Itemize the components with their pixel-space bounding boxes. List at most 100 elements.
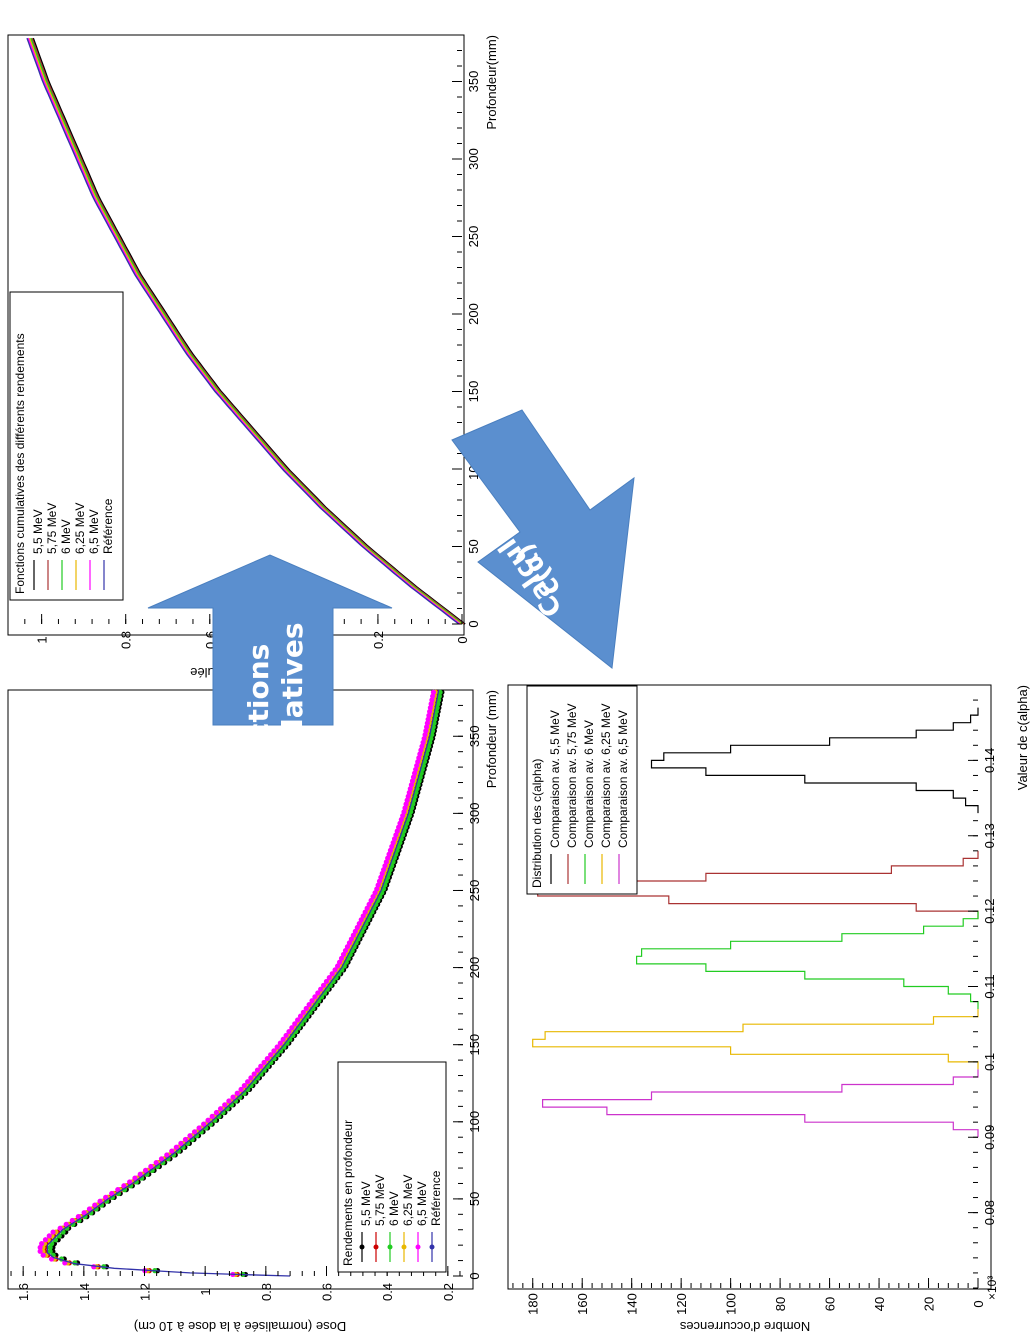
depth-dose-ytick-label: 0.2: [441, 1283, 456, 1301]
histogram-xtick-label: 0.09: [982, 1125, 997, 1150]
depth-dose-point: [97, 1198, 103, 1204]
cumulative-xtick-label: 300: [466, 148, 481, 170]
depth-dose-point: [103, 1194, 109, 1200]
depth-dose-point: [326, 975, 332, 981]
depth-dose-point: [47, 1248, 53, 1254]
cumulative-chart: 05010015020025030035000.20.40.60.81 Dens…: [7, 34, 499, 680]
depth-dose-point: [346, 940, 353, 946]
legend-entry-label: Comparaison av. 6,5 MeV: [616, 710, 630, 848]
depth-dose-point: [427, 705, 433, 711]
depth-dose-point: [368, 897, 374, 904]
depth-dose-point: [184, 1140, 191, 1146]
depth-dose-point: [426, 712, 432, 719]
depth-dose-ytick-label: 0.4: [380, 1283, 395, 1301]
depth-dose-xtick-label: 50: [467, 1192, 482, 1206]
cumulative-xtick-label: 50: [466, 539, 481, 553]
depth-dose-point: [295, 1017, 301, 1023]
depth-dose-point: [222, 1102, 228, 1108]
depth-dose-point: [50, 1229, 56, 1235]
histogram-series: [532, 1009, 979, 1070]
cumulative-ytick-label: 0: [455, 636, 470, 643]
depth-dose-ytick-label: 1.4: [77, 1283, 92, 1301]
depth-dose-point: [356, 921, 362, 927]
legend-title: Fonctions cumulatives des différents ren…: [13, 333, 27, 594]
depth-dose-point: [280, 1036, 286, 1042]
depth-dose-point: [175, 1148, 182, 1154]
legend-title: Distribution des c(alpha): [530, 759, 544, 888]
depth-dose-point: [342, 948, 349, 954]
legend-entry-label: Comparaison av. 5,5 MeV: [548, 710, 562, 848]
depth-dose-point: [423, 728, 429, 734]
depth-dose-point: [352, 928, 358, 934]
legend-entry-label: Comparaison av. 6,25 MeV: [599, 703, 613, 848]
depth-dose-point: [362, 909, 368, 915]
depth-dose-chart: 0 50 100 150 200 250 300 350 0.2 0.4 0.6 0.8 1 1.2 1.4…: [7, 689, 499, 1334]
depth-dose-point: [121, 1183, 127, 1189]
depth-dose-point: [194, 1133, 200, 1139]
depth-dose-xtick-label: 300: [467, 803, 482, 825]
depth-dose-point: [191, 1129, 198, 1135]
cumulative-xlabel: Profondeur(mm): [484, 35, 499, 130]
depth-dose-point: [201, 1121, 207, 1127]
legend-entry-label: 6,25 MeV: [73, 503, 87, 554]
histogram-series: [542, 1069, 979, 1138]
legend-marker: [429, 1244, 435, 1250]
depth-dose-point: [164, 1152, 170, 1158]
depth-dose-point: [430, 689, 437, 695]
depth-dose-point: [286, 1028, 292, 1035]
histogram-series: [636, 911, 979, 1010]
depth-dose-point: [264, 1055, 270, 1062]
depth-dose-point: [274, 1044, 280, 1050]
legend-marker: [373, 1244, 379, 1250]
depth-dose-ylabel: Dose (normalisée à la dose à 10 cm): [134, 1319, 346, 1334]
legend-marker: [359, 1244, 365, 1250]
depth-dose-point: [364, 905, 370, 911]
depth-dose-xtick-label: 150: [467, 1034, 482, 1056]
depth-dose-point: [261, 1059, 267, 1066]
cumulative-series-line: [31, 37, 465, 625]
depth-dose-ytick-label: 0.6: [320, 1283, 335, 1301]
depth-dose-point: [196, 1125, 202, 1131]
depth-dose-point: [173, 1144, 179, 1150]
depth-dose-point: [91, 1264, 97, 1270]
depth-dose-point: [189, 1136, 195, 1143]
depth-dose-point: [354, 924, 360, 931]
histogram-ytick-label: 40: [872, 1297, 887, 1311]
histogram-series: [650, 707, 979, 814]
depth-dose-point: [283, 1032, 289, 1039]
depth-dose-point: [366, 901, 372, 907]
histogram-xtick-label: 0.12: [982, 898, 997, 923]
cumulative-ytick-label: 1: [35, 636, 50, 643]
histogram-multiplier: ×10³: [985, 1276, 999, 1300]
cumulative-arrow-shape: [147, 554, 393, 726]
histogram-xtick-label: 0.14: [982, 748, 997, 773]
calpha-arrow-shape: [451, 409, 635, 669]
depth-dose-point: [127, 1179, 133, 1185]
depth-dose-point: [427, 708, 433, 715]
histogram-ytick-label: 20: [922, 1297, 937, 1311]
depth-dose-point: [226, 1098, 232, 1104]
cumulative-series-line: [30, 37, 464, 625]
histogram-xlabel: Valeur de c(alpha): [1015, 685, 1030, 790]
depth-dose-point: [258, 1063, 264, 1069]
depth-dose-point: [251, 1071, 257, 1077]
histogram-ytick-label: 180: [526, 1293, 541, 1315]
depth-dose-reference-line: [46, 689, 440, 1277]
depth-dose-point: [148, 1163, 154, 1170]
legend-entry-label: Référence: [429, 1170, 443, 1226]
histogram-ytick-label: 0: [971, 1300, 986, 1307]
cumulative-ytick-label: 0.2: [371, 631, 386, 649]
calpha-arrow: Calcul des c(α): [451, 409, 635, 669]
legend-entry-label: 5,75 MeV: [45, 503, 59, 554]
depth-dose-point: [180, 1144, 186, 1150]
legend-entry-label: 6,25 MeV: [401, 1175, 415, 1226]
histogram-xtick-label: 0.13: [982, 823, 997, 848]
cumulative-series-line: [27, 37, 461, 625]
depth-dose-point: [254, 1067, 261, 1073]
depth-dose-point: [312, 994, 318, 1000]
depth-dose-point: [81, 1210, 87, 1216]
depth-dose-point: [425, 716, 431, 722]
depth-dose-point: [424, 724, 430, 730]
depth-dose-point: [205, 1117, 211, 1123]
